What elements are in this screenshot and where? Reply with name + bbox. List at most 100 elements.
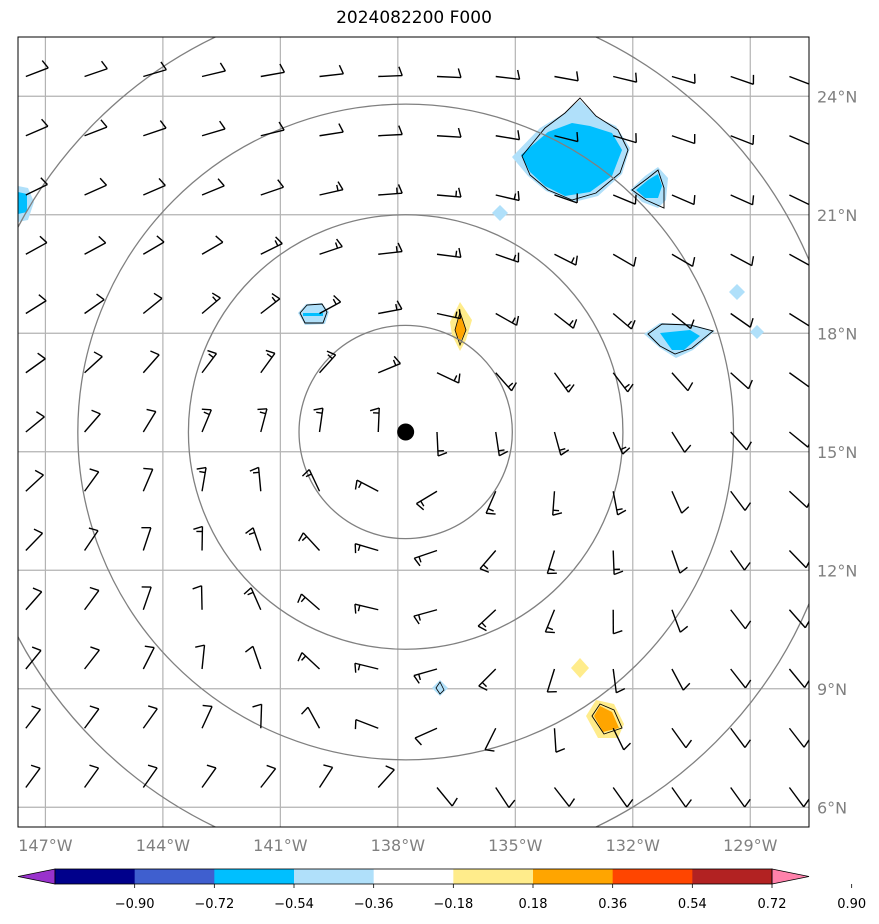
wind-barb (552, 491, 563, 516)
wind-barb (612, 194, 637, 205)
wind-barb (84, 409, 101, 433)
wind-barb (415, 490, 438, 511)
wind-barb (84, 235, 107, 255)
wind-barb (788, 787, 809, 808)
wind-barb (495, 69, 521, 80)
wind-barb (546, 668, 557, 693)
wind-barb (201, 408, 212, 433)
wind-barb (378, 184, 403, 196)
wind-barb (730, 134, 755, 146)
plot-frame (17, 36, 810, 828)
wind-barb (413, 549, 438, 567)
colorbar-labels: −0.90 −0.72 −0.54 −0.36 −0.18 0.18 0.36 … (115, 897, 866, 912)
vorticity-contours (18, 97, 764, 738)
wind-barb (260, 292, 281, 315)
colorbar-extend-low (17, 868, 56, 885)
wind-barb (378, 300, 403, 315)
wind-barb (301, 469, 321, 492)
wind-barb (195, 644, 206, 670)
wind-barb (142, 705, 158, 729)
wind-barb (730, 312, 754, 328)
wind-barb (354, 718, 379, 730)
colorbar-extend-high (771, 868, 810, 885)
wind-barb (201, 292, 221, 315)
wind-barb (141, 527, 152, 551)
wind-barb (249, 466, 262, 492)
wind-barb (201, 704, 213, 729)
wind-barb (730, 74, 755, 85)
colorbar-label: 0.72 (758, 897, 787, 912)
wind-barb (546, 550, 557, 575)
colorbar-swatch (214, 869, 295, 884)
wind-barb (244, 645, 262, 670)
wind-barb (378, 242, 403, 255)
wind-barb (25, 352, 46, 374)
wind-barb (671, 431, 692, 453)
wind-barb (495, 787, 516, 808)
wind-barb (495, 372, 517, 392)
wind-barb (612, 431, 631, 455)
wind-barb (319, 238, 343, 255)
wind-barb (612, 787, 634, 808)
colorbar-label: −0.72 (194, 897, 234, 912)
wind-barb (84, 293, 105, 315)
wind-barb (788, 550, 809, 569)
colorbar-swatch (453, 869, 534, 884)
wind-barb (84, 177, 108, 196)
wind-barb (25, 294, 47, 315)
contour-blue-w-core (303, 313, 323, 316)
wind-barb (730, 194, 755, 206)
wind-barb (25, 118, 49, 137)
wind-barb (313, 407, 324, 433)
colorbar-frame (54, 868, 773, 885)
longitude-labels: 147°W 144°W 141°W 138°W 135°W 132°W 129°… (18, 836, 777, 855)
lat-label: 18°N (817, 324, 857, 343)
wind-barb (201, 120, 226, 137)
wind-barb (788, 727, 809, 748)
wind-barb (671, 727, 693, 749)
wind-barb (260, 63, 286, 78)
wind-barb (613, 133, 637, 144)
contour-blue-e-line (631, 169, 665, 209)
wind-barb (377, 765, 395, 788)
contour-blue-dot3 (750, 325, 764, 339)
wind-barb (612, 668, 626, 694)
wind-barb (84, 705, 100, 729)
wind-barb (730, 490, 752, 511)
contour-blue-dot4-line (435, 681, 445, 695)
colorbar-swatch (55, 869, 136, 884)
wind-barb (495, 190, 520, 202)
lat-label: 24°N (817, 87, 857, 106)
wind-barb (789, 372, 809, 388)
lat-label: 12°N (817, 561, 857, 580)
wind-barb (84, 646, 100, 670)
wind-barb (142, 292, 163, 315)
wind-barb (83, 527, 99, 551)
wind-barb (369, 407, 380, 433)
wind-barb (554, 193, 578, 204)
wind-barb (553, 372, 575, 393)
wind-barb (319, 64, 345, 78)
wind-barb (436, 247, 462, 259)
wind-barb (789, 312, 809, 327)
wind-barb (354, 603, 379, 614)
wind-barb (554, 71, 579, 82)
wind-barb (789, 135, 809, 145)
wind-barb (554, 253, 578, 266)
wind-barb (730, 787, 751, 808)
latitude-labels: 24°N 21°N 18°N 15°N 12°N 9°N 6°N (817, 87, 857, 817)
wind-barb (553, 787, 576, 807)
range-ring (187, 214, 624, 650)
wind-barb (318, 764, 334, 788)
wind-barb (142, 235, 165, 255)
colorbar-swatch (134, 869, 215, 884)
wind-barb (201, 235, 224, 255)
lat-label: 21°N (817, 206, 857, 225)
wind-barb (671, 550, 688, 574)
wind-barb (193, 525, 204, 551)
wind-barb (671, 372, 694, 392)
wind-barb (495, 431, 509, 457)
wind-barb (789, 253, 809, 266)
wind-barb (436, 309, 462, 320)
wind-barb (25, 587, 43, 611)
